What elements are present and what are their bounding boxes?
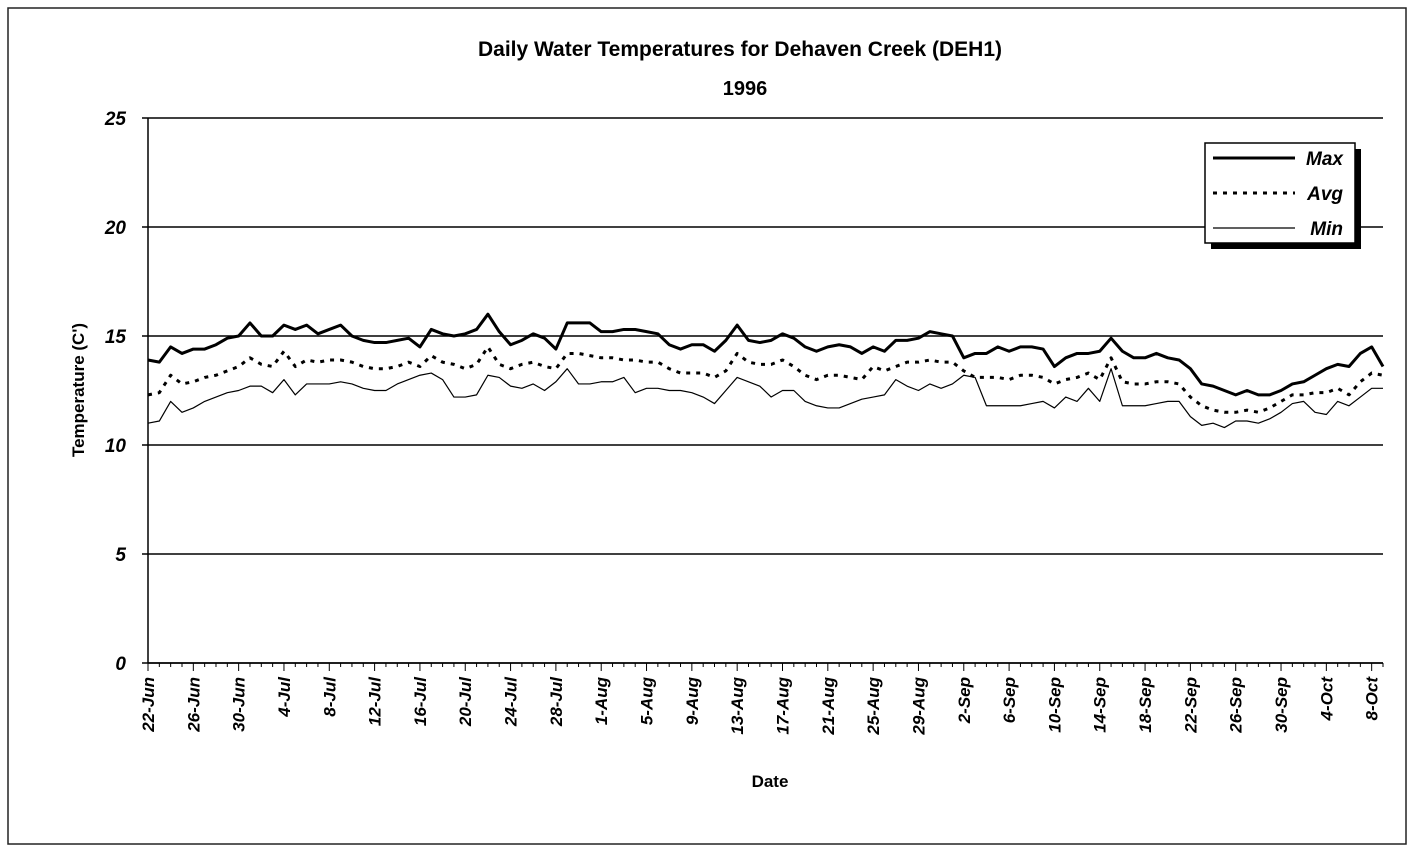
x-tick-label: 4-Oct	[1317, 676, 1336, 722]
x-tick-label: 9-Aug	[683, 676, 702, 725]
y-tick-label: 10	[105, 436, 127, 457]
x-tick-label: 8-Jul	[320, 676, 339, 717]
legend-box	[1204, 142, 1356, 244]
y-tick-label: 0	[115, 654, 126, 675]
frame	[7, 7, 1407, 845]
y-tick-label: 20	[104, 218, 127, 239]
y-tick-label: 5	[115, 545, 126, 566]
x-tick-label: 1-Aug	[592, 676, 611, 725]
x-tick-label: 24-Jul	[502, 676, 521, 727]
x-tick-label: 29-Aug	[909, 676, 928, 735]
y-tick-label: 15	[105, 327, 127, 348]
x-tick-label: 16-Jul	[411, 676, 430, 726]
legend-label: Min	[1310, 219, 1343, 240]
chart-subtitle: 1996	[723, 78, 768, 100]
x-tick-label: 30-Sep	[1272, 677, 1291, 733]
x-tick-label: 4-Jul	[275, 676, 294, 718]
x-tick-label: 22-Jun	[139, 677, 158, 733]
x-tick-label: 8-Oct	[1363, 676, 1382, 721]
x-tick-label: 2-Sep	[955, 677, 974, 724]
x-tick-label: 22-Sep	[1181, 677, 1200, 734]
x-tick-label: 5-Aug	[638, 676, 657, 725]
x-tick-label: 21-Aug	[819, 676, 838, 735]
x-tick-label: 26-Sep	[1227, 677, 1246, 734]
x-tick-label: 6-Sep	[1000, 677, 1019, 723]
x-tick-label: 12-Jul	[366, 676, 385, 726]
series-line	[147, 312, 1385, 397]
x-tick-label: 25-Aug	[864, 676, 883, 735]
x-tick-label: 20-Jul	[456, 676, 475, 727]
x-tick-label: 26-Jun	[184, 677, 203, 733]
x-axis-label: Date	[752, 772, 789, 791]
x-tick-label: 13-Aug	[728, 676, 747, 734]
x-tick-label: 17-Aug	[773, 676, 792, 734]
x-tick-label: 10-Sep	[1045, 677, 1064, 733]
x-tick-label: 28-Jul	[547, 676, 566, 727]
x-tick-label: 14-Sep	[1091, 677, 1110, 733]
legend-label: Max	[1306, 149, 1344, 170]
y-axis-label: Temperature (C')	[69, 323, 88, 457]
x-tick-label: 30-Jun	[230, 677, 249, 732]
x-tick-label: 18-Sep	[1136, 677, 1155, 733]
legend-label: Avg	[1306, 184, 1343, 205]
y-tick-label: 25	[104, 109, 127, 130]
series-line	[147, 345, 1384, 414]
series-line	[147, 368, 1383, 429]
chart-title: Daily Water Temperatures for Dehaven Cre…	[478, 38, 1002, 61]
